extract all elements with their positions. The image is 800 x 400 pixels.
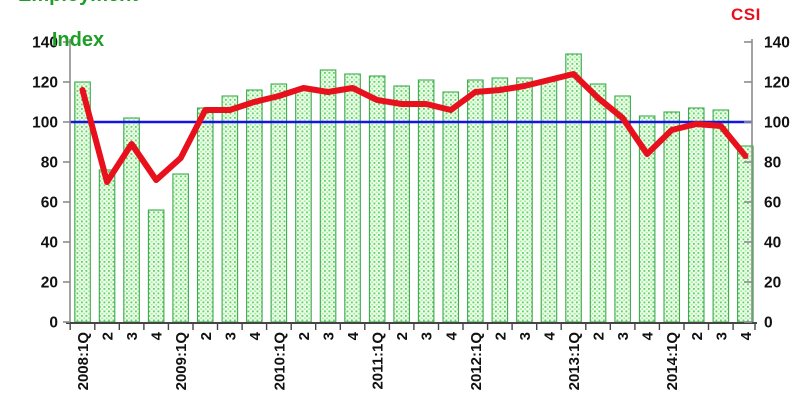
y-right-tick-label: 80 (764, 155, 781, 172)
employment-index-bar (712, 109, 730, 323)
employment-index-bar (442, 91, 460, 323)
x-category-label: 4 (541, 331, 558, 340)
x-category-label: 3 (124, 332, 141, 340)
employment-index-bar (196, 107, 214, 323)
employment-index-bar (344, 73, 361, 323)
x-category-label: 2 (394, 332, 411, 340)
y-right-tick-label: 60 (764, 195, 781, 212)
x-category-label: 2 (100, 332, 117, 340)
employment-index-bar (246, 89, 263, 323)
x-category-label: 2013:1Q (566, 332, 583, 391)
y-left-tick-label: 120 (32, 75, 58, 92)
employment-index-bar (417, 79, 435, 323)
employment-index-bar (540, 79, 558, 323)
x-category-label: 4 (443, 331, 460, 340)
employment-index-bar (565, 53, 582, 323)
x-category-label: 2 (591, 332, 608, 340)
employment-index-bar (368, 75, 386, 323)
employment-index-bar (147, 209, 165, 323)
csi-line (79, 71, 749, 185)
employment-index-bar (663, 111, 681, 323)
x-category-label: 2 (296, 332, 313, 340)
x-category-label: 3 (321, 332, 338, 340)
x-category-label: 2010:1Q (271, 332, 288, 391)
x-category-label: 3 (517, 332, 534, 340)
employment-index-bar (491, 77, 509, 323)
left-axis-title-line2: Index (51, 29, 105, 51)
x-category-label: 2 (689, 332, 706, 340)
employment-index-bar (737, 145, 754, 323)
x-category-label: 4 (345, 331, 362, 340)
y-left-tick-label: 40 (41, 235, 58, 252)
right-axis-title: CSI (731, 5, 761, 24)
employment-index-bar (589, 83, 607, 323)
x-category-label: 3 (419, 332, 436, 340)
x-category-label: 4 (247, 331, 264, 340)
x-category-label: 4 (738, 331, 755, 340)
y-right-tick-label: 20 (764, 275, 781, 292)
x-category-label: 3 (713, 332, 730, 340)
x-category-label: 2008:1Q (75, 332, 92, 391)
line-series-group (70, 71, 752, 185)
employment-index-bar (467, 79, 484, 323)
y-right-tick-label: 140 (764, 35, 790, 52)
employment-index-bar (687, 107, 705, 323)
employment-index-bar (516, 77, 533, 323)
left-axis-title-line1: Employment (2, 0, 154, 5)
employment-index-bar (319, 69, 337, 323)
employment-index-bar (221, 95, 239, 323)
y-left-tick-label: 20 (41, 275, 58, 292)
bar-series-group (74, 53, 754, 323)
axis-labels-group: 140 140 120 120 100 100 80 80 60 60 40 40 20 20 0 0 2008… (32, 35, 790, 391)
y-right-tick-label: 100 (764, 115, 790, 132)
x-category-label: 3 (222, 332, 239, 340)
y-right-tick-label: 0 (764, 315, 773, 332)
y-left-tick-label: 60 (41, 195, 58, 212)
x-category-label: 2012:1Q (468, 332, 485, 391)
x-category-label: 2009:1Q (173, 332, 190, 391)
x-category-label: 2 (198, 332, 215, 340)
y-left-tick-label: 140 (32, 35, 58, 52)
x-category-label: 2014:1Q (664, 332, 681, 391)
x-category-label: 2 (492, 332, 509, 340)
employment-index-bar (270, 83, 288, 323)
employment-index-bar (172, 173, 189, 323)
employment-index-bar (98, 169, 116, 323)
left-axis-title: Employment Index (2, 0, 154, 60)
x-category-label: 4 (149, 331, 166, 340)
y-left-tick-label: 0 (49, 315, 58, 332)
x-category-label: 2011:1Q (370, 332, 387, 390)
y-right-tick-label: 40 (764, 235, 781, 252)
employment-index-bar (295, 89, 312, 323)
y-left-tick-label: 80 (41, 155, 58, 172)
y-left-tick-label: 100 (32, 115, 58, 132)
y-right-tick-label: 120 (764, 75, 790, 92)
x-category-label: 3 (615, 332, 632, 340)
axes-group (63, 39, 757, 330)
x-category-label: 4 (640, 331, 657, 340)
